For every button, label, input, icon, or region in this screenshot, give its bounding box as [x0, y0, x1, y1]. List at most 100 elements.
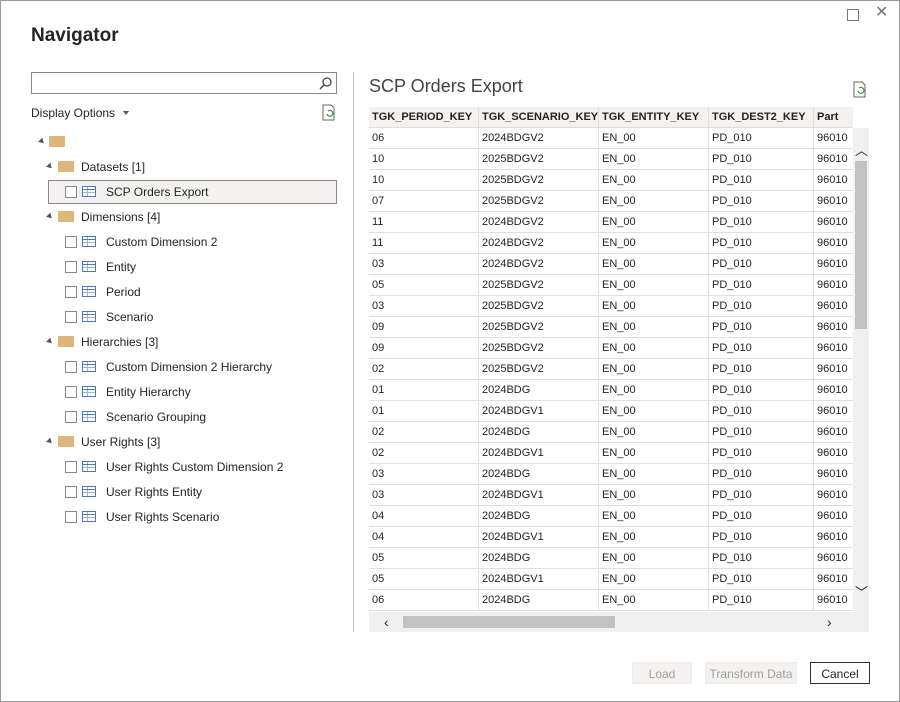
table-icon [82, 311, 96, 322]
item-label[interactable]: SCP Orders Export [106, 185, 209, 199]
table-cell: PD_010 [709, 317, 814, 338]
table-cell: PD_010 [709, 527, 814, 548]
table-icon [82, 386, 96, 397]
scroll-left[interactable]: ‹ [384, 614, 389, 630]
item-label[interactable]: Entity Hierarchy [106, 385, 191, 399]
checkbox[interactable] [65, 311, 77, 323]
table-cell: PD_010 [709, 380, 814, 401]
table-cell: PD_010 [709, 401, 814, 422]
item-label[interactable]: Scenario [106, 310, 154, 324]
expand-arrow[interactable] [46, 162, 54, 171]
checkbox[interactable] [65, 186, 77, 198]
table-cell: EN_00 [599, 527, 709, 548]
table-cell: 96010 [814, 443, 853, 464]
checkbox[interactable] [65, 386, 77, 398]
item-label[interactable]: Scenario Grouping [106, 410, 207, 424]
checkbox[interactable] [65, 511, 77, 523]
horizontal-thumb[interactable] [403, 616, 615, 628]
table-cell: 2024BDG [479, 464, 599, 485]
table-cell: PD_010 [709, 464, 814, 485]
item-label[interactable]: User Rights Custom Dimension 2 [106, 460, 284, 474]
checkbox[interactable] [65, 486, 77, 498]
group-label: Dimensions [4] [81, 210, 161, 224]
table-cell: 2025BDGV2 [479, 275, 599, 296]
table-cell: 06 [369, 590, 479, 611]
table-icon [82, 486, 96, 497]
scroll-up[interactable]: ︿ [855, 143, 869, 158]
table-cell: 2025BDGV2 [479, 317, 599, 338]
checkbox[interactable] [65, 261, 77, 273]
table-cell: 03 [369, 485, 479, 506]
table-cell: 2025BDGV2 [479, 338, 599, 359]
checkbox[interactable] [65, 361, 77, 373]
column-header[interactable]: TGK_DEST2_KEY [709, 107, 814, 128]
table-cell: 96010 [814, 506, 853, 527]
table-icon [82, 511, 96, 522]
table-cell: PD_010 [709, 149, 814, 170]
table-cell: 2024BDGV1 [479, 443, 599, 464]
item-label[interactable]: Period [106, 285, 141, 299]
table-cell: EN_00 [599, 212, 709, 233]
vertical-thumb[interactable] [855, 161, 867, 329]
search-icon[interactable] [319, 76, 333, 90]
table-cell: 96010 [814, 254, 853, 275]
cancel-button[interactable]: Cancel [810, 662, 870, 684]
refresh-icon[interactable] [321, 104, 337, 121]
table-cell: 10 [369, 149, 479, 170]
maximize-button[interactable] [847, 9, 859, 21]
preview-refresh-icon[interactable] [852, 81, 868, 98]
table-cell: PD_010 [709, 443, 814, 464]
table-cell: 01 [369, 401, 479, 422]
expand-arrow[interactable] [46, 337, 54, 346]
column-header[interactable]: TGK_ENTITY_KEY [599, 107, 709, 128]
table-icon [82, 261, 96, 272]
table-cell: 05 [369, 548, 479, 569]
item-label[interactable]: User Rights Entity [106, 485, 203, 499]
table-cell: 96010 [814, 464, 853, 485]
table-cell: EN_00 [599, 443, 709, 464]
expand-arrow[interactable] [46, 437, 54, 446]
checkbox[interactable] [65, 411, 77, 423]
item-label[interactable]: Entity [106, 260, 137, 274]
table-cell: 09 [369, 317, 479, 338]
table-cell: 04 [369, 527, 479, 548]
table-cell: 11 [369, 212, 479, 233]
table-cell: 96010 [814, 359, 853, 380]
table-cell: 07 [369, 191, 479, 212]
item-label[interactable]: Custom Dimension 2 [106, 235, 218, 249]
table-cell: 96010 [814, 527, 853, 548]
item-label[interactable]: Custom Dimension 2 Hierarchy [106, 360, 273, 374]
expand-arrow[interactable] [46, 212, 54, 221]
table-cell: 2024BDG [479, 548, 599, 569]
checkbox[interactable] [65, 286, 77, 298]
table-cell: 2024BDGV1 [479, 485, 599, 506]
close-button[interactable]: ✕ [875, 4, 889, 21]
table-cell: EN_00 [599, 380, 709, 401]
table-cell: EN_00 [599, 464, 709, 485]
table-cell: EN_00 [599, 506, 709, 527]
column-header[interactable]: TGK_SCENARIO_KEY [479, 107, 599, 128]
display-options[interactable]: Display Options [31, 106, 116, 120]
table-cell: 96010 [814, 548, 853, 569]
column-header[interactable]: Part [814, 107, 853, 128]
scroll-right[interactable]: › [827, 614, 832, 630]
column-header[interactable]: TGK_PERIOD_KEY [369, 107, 479, 128]
table-cell: EN_00 [599, 296, 709, 317]
folder-icon [58, 436, 74, 447]
table-cell: 96010 [814, 401, 853, 422]
item-label[interactable]: User Rights Scenario [106, 510, 220, 524]
search-box[interactable] [31, 72, 337, 94]
checkbox[interactable] [65, 236, 77, 248]
table-cell: PD_010 [709, 233, 814, 254]
scroll-down[interactable]: ﹀ [855, 585, 869, 600]
table-icon [82, 236, 96, 247]
table-cell: 03 [369, 254, 479, 275]
table-cell: 2024BDGV2 [479, 212, 599, 233]
table-cell: 96010 [814, 422, 853, 443]
table-cell: PD_010 [709, 191, 814, 212]
root-folder-icon [49, 136, 65, 147]
checkbox[interactable] [65, 461, 77, 473]
selected-row [48, 180, 337, 204]
expand-arrow[interactable] [38, 137, 46, 146]
table-cell: 2024BDGV2 [479, 233, 599, 254]
